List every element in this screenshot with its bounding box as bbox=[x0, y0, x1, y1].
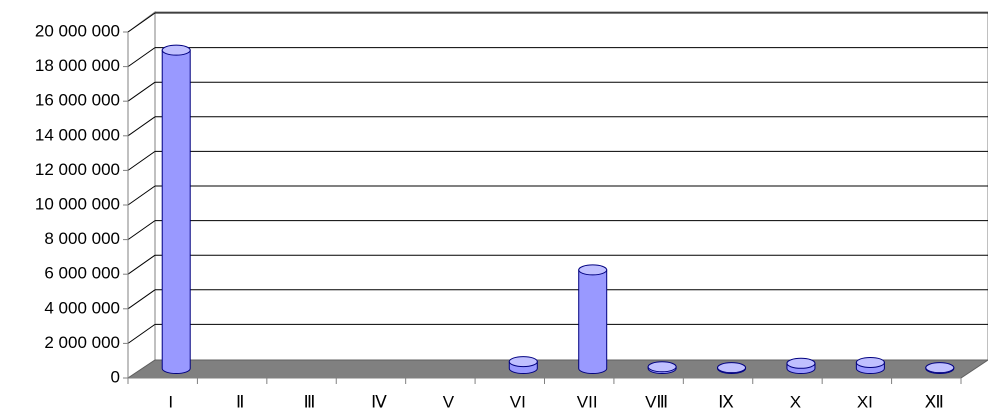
bar-top bbox=[161, 44, 191, 56]
grid-line bbox=[127, 150, 156, 171]
y-tick-label: 6 000 000 bbox=[44, 264, 120, 283]
bar-top bbox=[855, 356, 885, 368]
y-tick-label: 18 000 000 bbox=[35, 56, 120, 75]
x-tick-label: Ⅻ bbox=[925, 392, 944, 411]
y-tick-label: 10 000 000 bbox=[35, 194, 120, 213]
grid-line bbox=[127, 289, 156, 310]
bar bbox=[161, 44, 191, 374]
bar-body bbox=[161, 49, 191, 374]
bar bbox=[578, 264, 608, 374]
y-tick-label: 4 000 000 bbox=[44, 298, 120, 317]
grid-line bbox=[127, 116, 156, 137]
bar-top bbox=[647, 361, 677, 373]
grid-line bbox=[127, 185, 156, 206]
bar-top bbox=[578, 264, 608, 276]
x-tick-label: I bbox=[168, 392, 173, 411]
y-tick-label: 0 bbox=[111, 367, 120, 386]
bar-body bbox=[578, 269, 608, 374]
bar-top bbox=[508, 356, 538, 368]
x-tick-label: Ⅱ bbox=[236, 392, 244, 411]
y-tick-label: 14 000 000 bbox=[35, 125, 120, 144]
x-tick-label: XI bbox=[857, 392, 873, 411]
bar bbox=[925, 362, 955, 374]
x-tick-label: X bbox=[790, 392, 801, 411]
x-tick-label: VⅢ bbox=[645, 392, 668, 411]
grid-line bbox=[127, 220, 156, 241]
y-tick-label: 20 000 000 bbox=[35, 21, 120, 40]
y-tick-label: 2 000 000 bbox=[44, 333, 120, 352]
x-tick-label: V bbox=[443, 392, 455, 411]
x-tick-label: Ⅸ bbox=[718, 392, 734, 411]
x-tick-label: Ⅲ bbox=[304, 392, 316, 411]
bar-top bbox=[925, 362, 955, 374]
x-tick-label: VI bbox=[510, 392, 526, 411]
bar bbox=[647, 361, 677, 374]
bar-top bbox=[717, 362, 747, 374]
y-tick-label: 8 000 000 bbox=[44, 229, 120, 248]
x-tick-label: VII bbox=[577, 392, 598, 411]
grid-line bbox=[127, 254, 156, 275]
x-tick-label: Ⅳ bbox=[371, 392, 387, 411]
y-tick-label: 16 000 000 bbox=[35, 91, 120, 110]
bar bbox=[508, 356, 538, 374]
bar bbox=[717, 362, 747, 374]
bar-top bbox=[786, 357, 816, 369]
grid-line bbox=[127, 81, 156, 102]
grid-line bbox=[127, 12, 156, 33]
grid-line bbox=[127, 47, 156, 68]
bar bbox=[786, 357, 816, 374]
grid-line bbox=[127, 323, 156, 344]
bar bbox=[855, 356, 885, 374]
y-tick-label: 12 000 000 bbox=[35, 160, 120, 179]
